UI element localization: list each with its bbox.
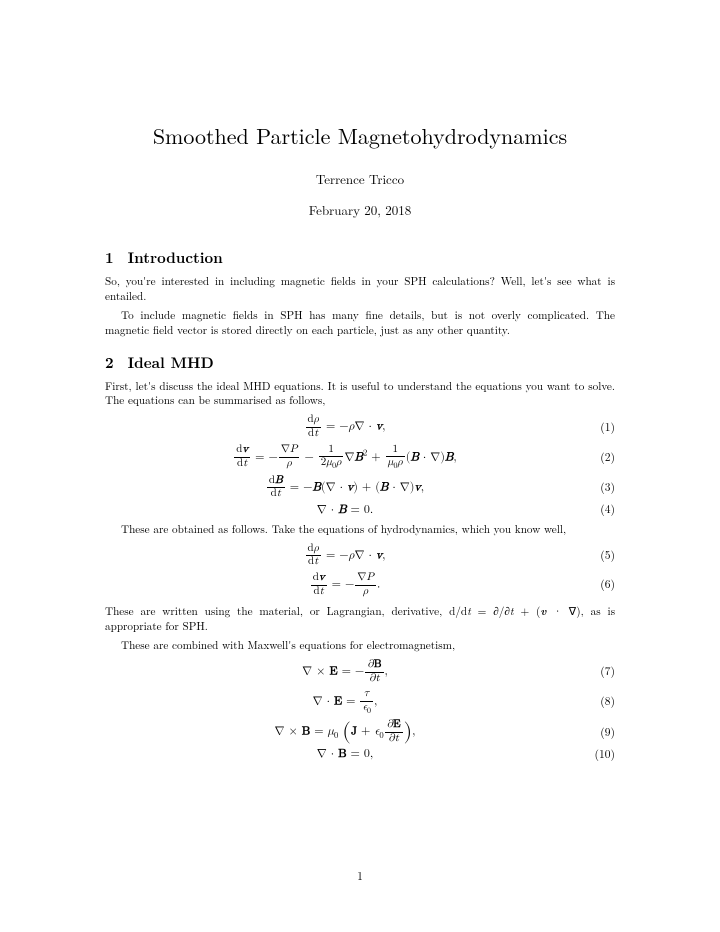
equation-3: dBdt = −B(∇ · v) + (B · ∇)v, (3)	[105, 475, 615, 501]
eq-number-6: (6)	[585, 579, 615, 591]
equation-10: ∇ · B = 0, (10)	[105, 748, 615, 760]
section-2-number: 2	[105, 352, 114, 373]
paragraph-3: First, let's discuss the ideal MHD equat…	[105, 379, 615, 409]
document-title: Smoothed Particle Magnetohydrodynamics	[105, 120, 615, 151]
equation-2: dvdt = −∇Pρ − 12μ0ρ∇B2 + 1μ0ρ(B · ∇)B, (…	[105, 444, 615, 472]
equation-9: ∇ × B = μ0 (J + ϵ0∂E∂t), (9)	[105, 719, 615, 745]
paragraph-4: These are obtained as follows. Take the …	[105, 522, 615, 537]
paragraph-6: These are combined with Maxwell's equati…	[105, 638, 615, 653]
eq-number-5: (5)	[585, 550, 615, 562]
section-2-title: Ideal MHD	[128, 352, 214, 373]
equation-4: ∇ · B = 0. (4)	[105, 504, 615, 516]
date: February 20, 2018	[105, 200, 615, 219]
page: Smoothed Particle Magnetohydrodynamics T…	[0, 0, 720, 932]
paragraph-1: So, you're interested in including magne…	[105, 274, 615, 304]
section-1-number: 1	[105, 247, 114, 268]
section-1-title: Introduction	[128, 247, 223, 268]
eq-number-4: (4)	[585, 504, 615, 516]
eq-number-1: (1)	[585, 422, 615, 434]
equation-1: dρdt = −ρ∇ · v, (1)	[105, 414, 615, 440]
eq-number-7: (7)	[585, 666, 615, 678]
author: Terrence Tricco	[105, 169, 615, 188]
section-2-heading: 2 Ideal MHD	[105, 352, 615, 373]
equation-block-1: dρdt = −ρ∇ · v, (1) dvdt = −∇Pρ − 12μ0ρ∇…	[105, 414, 615, 516]
eq-number-3: (3)	[585, 482, 615, 494]
eq-number-10: (10)	[585, 749, 615, 761]
equation-7: ∇ × E = −∂B∂t, (7)	[105, 659, 615, 685]
equation-5: dρdt = −ρ∇ · v, (5)	[105, 543, 615, 569]
eq-number-9: (9)	[585, 727, 615, 739]
paragraph-5: These are written using the material, or…	[105, 604, 615, 634]
page-number: 1	[0, 868, 720, 884]
equation-6: dvdt = −∇Pρ. (6)	[105, 572, 615, 598]
section-1-heading: 1 Introduction	[105, 247, 615, 268]
equation-8: ∇ · E = τϵ0, (8)	[105, 688, 615, 716]
eq-number-8: (8)	[585, 696, 615, 708]
equation-block-3: ∇ × E = −∂B∂t, (7) ∇ · E = τϵ0, (8) ∇ × …	[105, 659, 615, 761]
eq-number-2: (2)	[585, 452, 615, 464]
equation-block-2: dρdt = −ρ∇ · v, (5) dvdt = −∇Pρ. (6)	[105, 543, 615, 599]
paragraph-2: To include magnetic fields in SPH has ma…	[105, 308, 615, 338]
